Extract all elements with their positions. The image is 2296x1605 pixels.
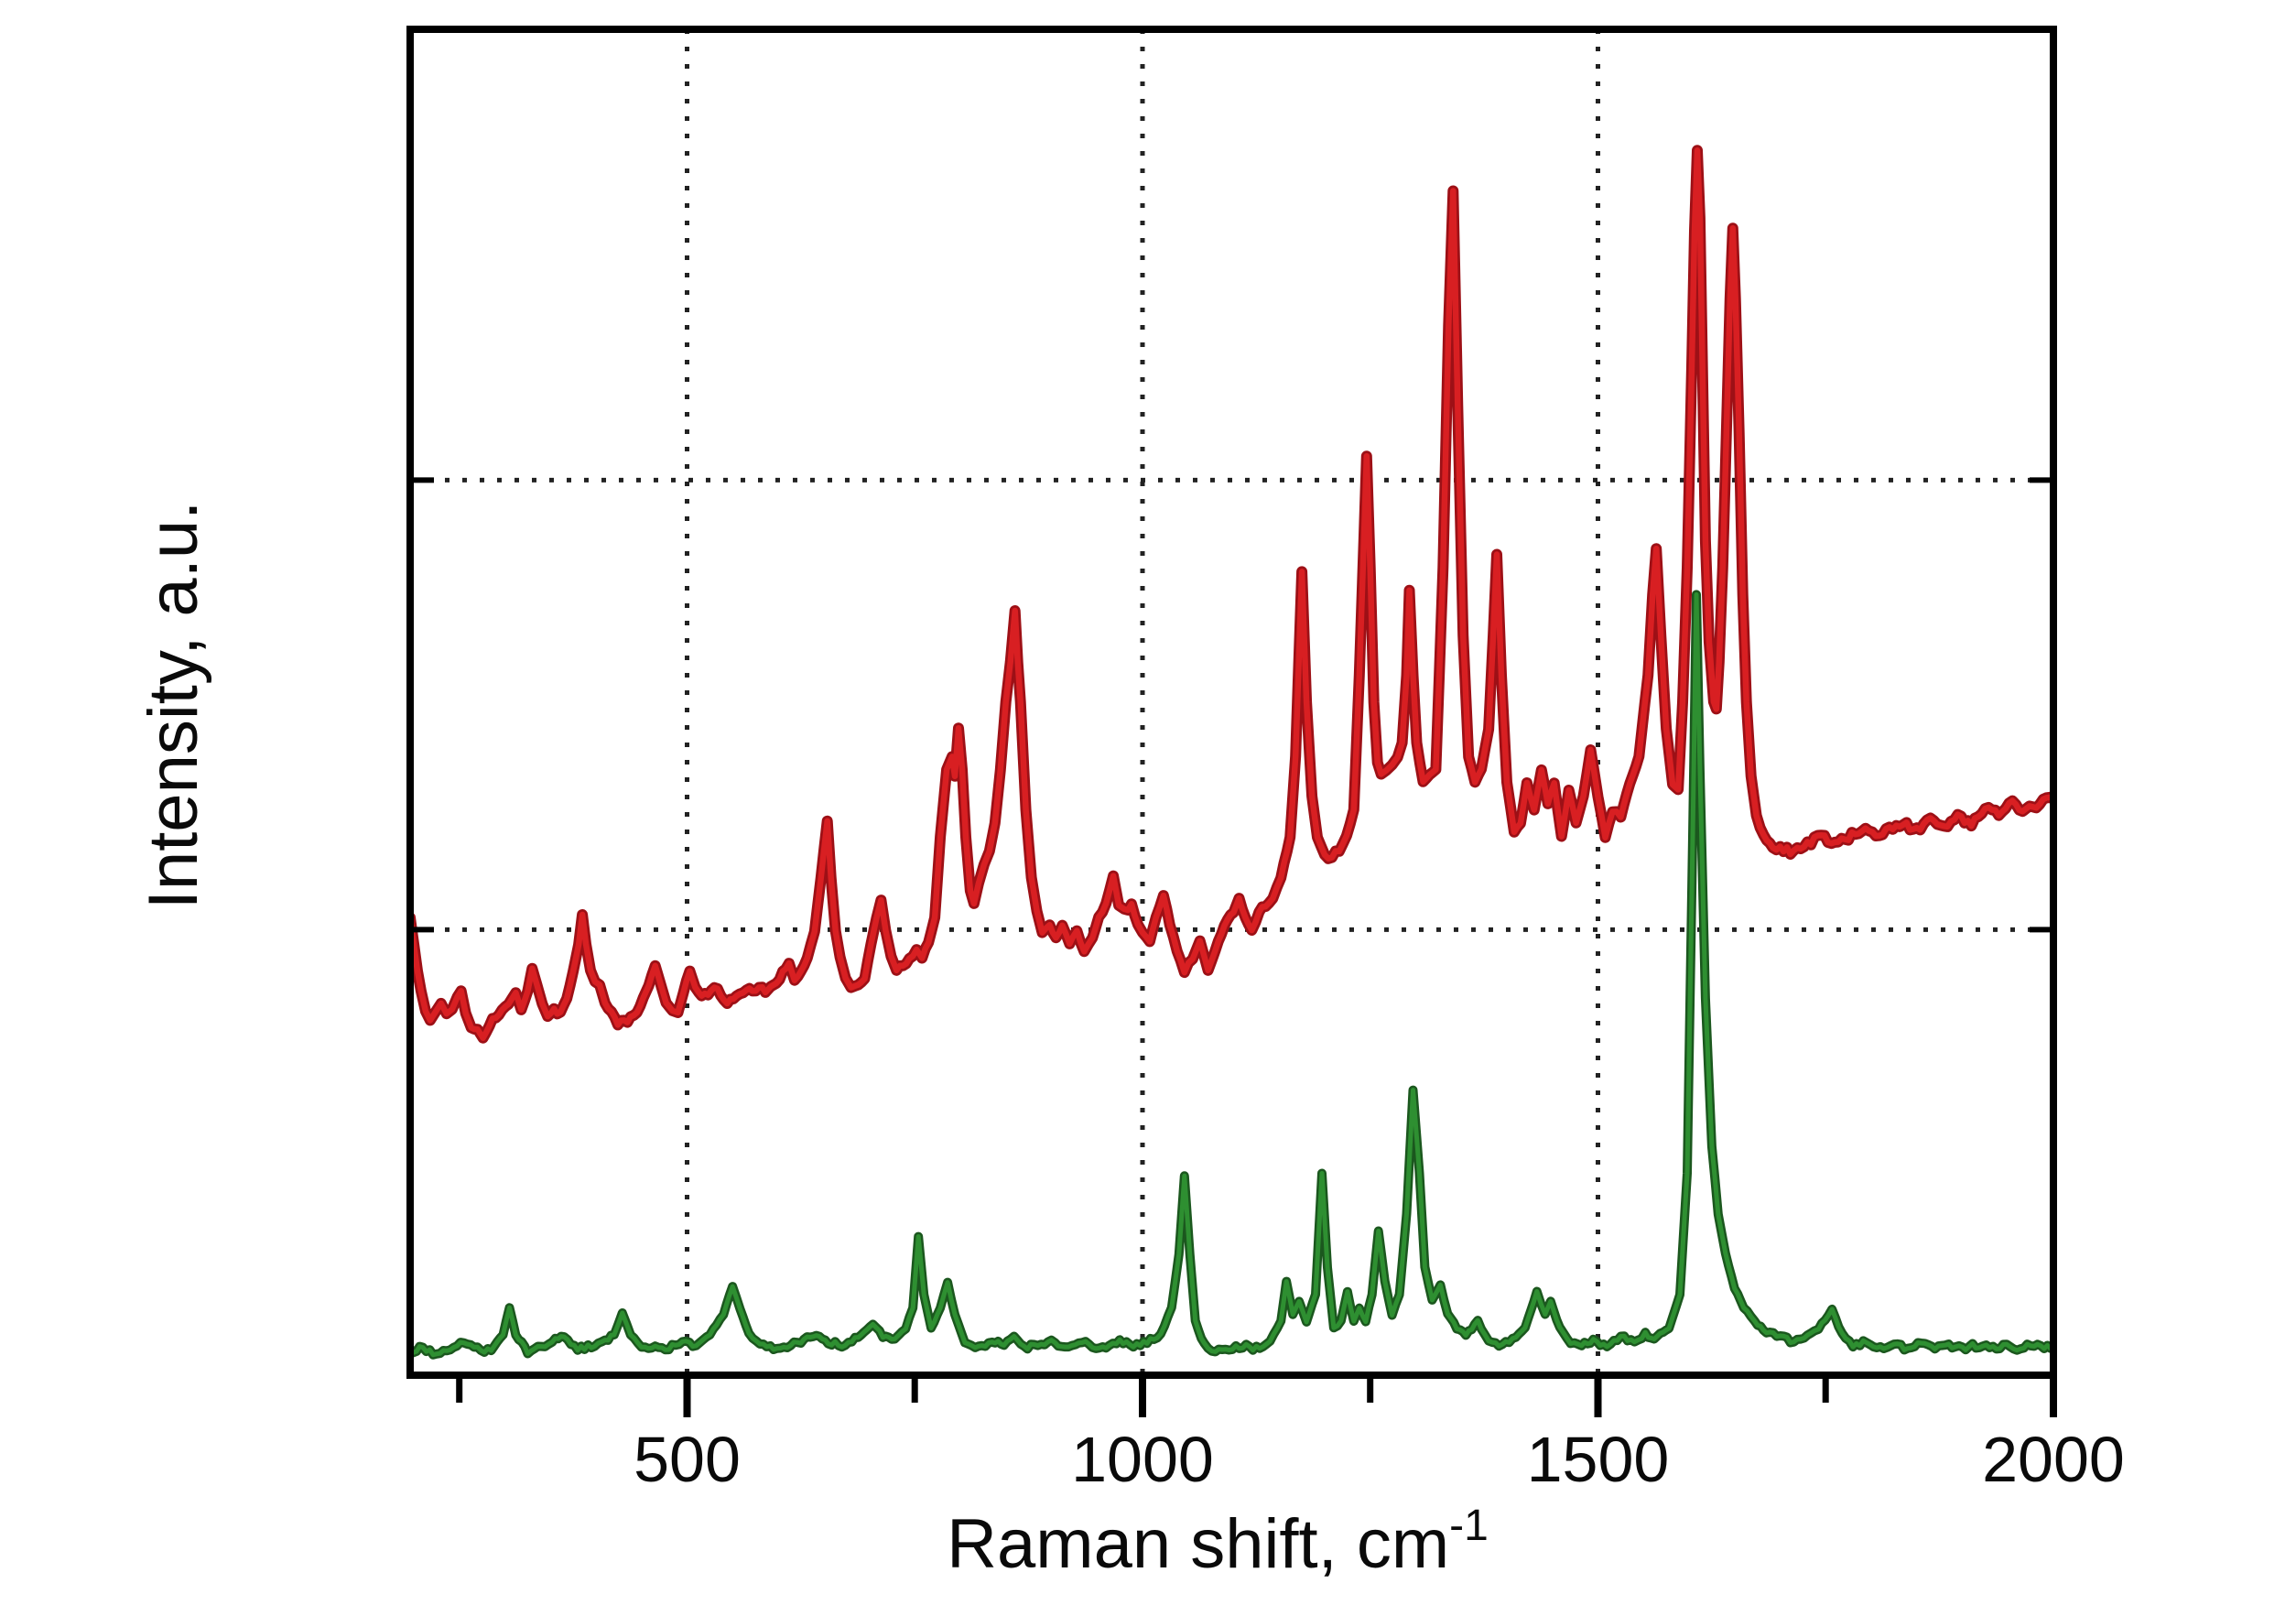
x-tick-label: 500 (634, 1424, 741, 1495)
axis-ticks (410, 477, 2057, 1417)
spectrum-red-top (414, 147, 2050, 1041)
gridlines (410, 29, 2053, 1375)
spectra-curves (414, 145, 2050, 1360)
x-tick-label: 1500 (1527, 1424, 1670, 1495)
x-axis-label: Raman shift, cm-1 (947, 1502, 1489, 1583)
x-axis-label-main: Raman shift, cm (947, 1505, 1449, 1583)
plot-border (406, 26, 2057, 1379)
x-tick-label: 2000 (1982, 1424, 2125, 1495)
x-tick-label: 1000 (1071, 1424, 1214, 1495)
y-axis-label: Intensity, a.u. (135, 501, 212, 909)
x-tick-labels: 500 1000 1500 2000 (634, 1424, 2125, 1495)
spectrum-green-bottom (414, 591, 2050, 1358)
x-axis-label-superscript: -1 (1449, 1502, 1489, 1550)
